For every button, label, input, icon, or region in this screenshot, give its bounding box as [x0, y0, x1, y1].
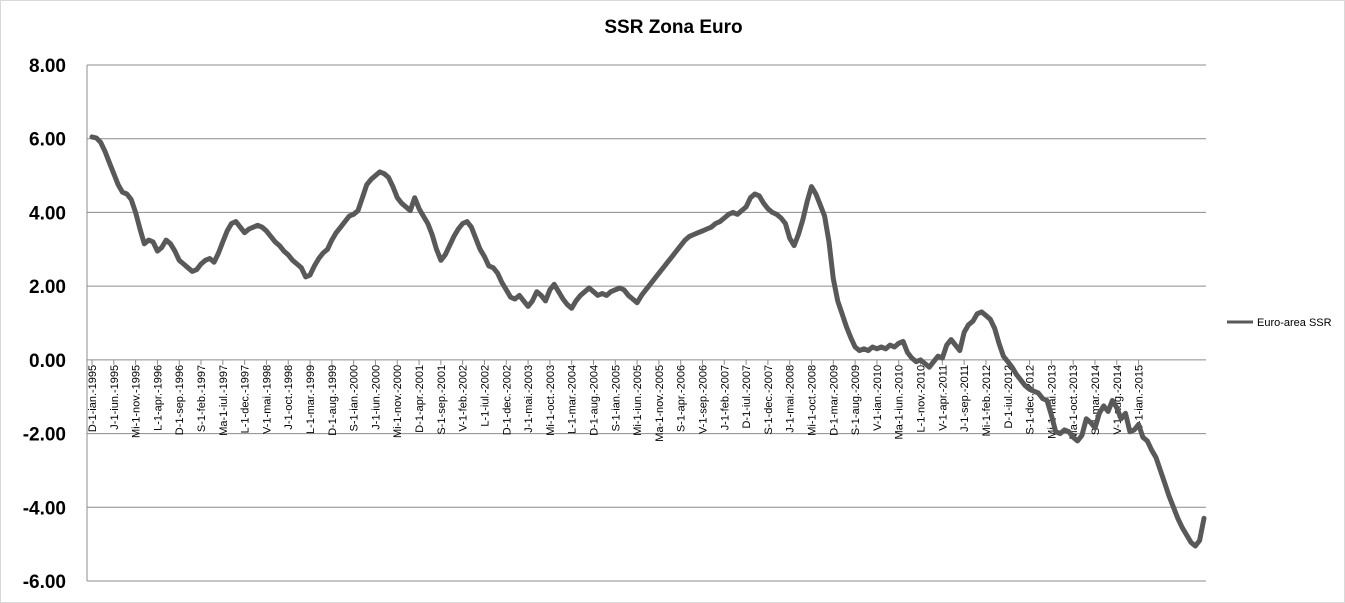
- chart-title: SSR Zona Euro: [604, 17, 743, 38]
- x-tick-label: S-1-ian.-2005: [610, 365, 622, 432]
- x-tick-label: Ma-1-nov.-2005: [654, 365, 666, 442]
- x-tick-label: J-1-oct.-1998: [283, 365, 295, 430]
- x-tick-label: Mi-1-mai.-2013: [1046, 365, 1058, 439]
- x-tick-label: S-1-aug.-2009: [850, 365, 862, 435]
- y-tick-label: -6.00: [23, 572, 66, 593]
- x-tick-label: Ma-1-iun.-2010: [894, 365, 906, 440]
- x-tick-label: D-1-dec.-2002: [501, 365, 513, 435]
- x-tick-label: D-1-ian.-1995: [87, 365, 99, 432]
- x-tick-label: S-1-dec.-2007: [763, 365, 775, 435]
- x-tick-label: Mi-1-oct.-2008: [807, 365, 819, 436]
- gridlines: [86, 64, 1206, 582]
- series-line-euro-area-ssr: [89, 134, 1207, 549]
- y-axis-ticks: 8.00 6.00 4.00 2.00 0.00 -2.00 -4.00 -6.00: [23, 56, 66, 593]
- x-tick-label: J-1-mai.-2003: [523, 365, 535, 433]
- x-tick-label: S-1-ian.-2000: [349, 365, 361, 432]
- x-tick-label: D-1-iul.-2007: [741, 365, 753, 429]
- x-tick-label: L-1-mar.-2004: [567, 365, 579, 434]
- x-tick-label: V-1-mai.-1998: [261, 365, 273, 434]
- x-tick-label: V-1-sep.-2006: [698, 365, 710, 434]
- y-tick-label: 4.00: [29, 203, 66, 224]
- x-tick-label: V-1-feb.-2002: [458, 365, 470, 432]
- x-tick-label: D-1-aug.-2004: [588, 365, 600, 436]
- x-tick-label: Mi-1-nov.-2000: [392, 365, 404, 438]
- x-tick-label: J-1-ian.-2015: [1134, 365, 1146, 430]
- x-tick-label: S-1-apr.-2006: [676, 365, 688, 432]
- x-tick-label: Ma-1-oct.-2013: [1068, 365, 1080, 440]
- x-tick-label: V-1-apr.-2011: [937, 365, 949, 431]
- x-tick-label: J-1-iun.-2000: [370, 365, 382, 430]
- y-tick-label: -4.00: [23, 498, 66, 519]
- x-tick-label: V-1-ian.-2010: [872, 365, 884, 431]
- y-tick-label: 0.00: [29, 351, 66, 372]
- x-tick-label: S-1-dec.-2012: [1025, 365, 1037, 435]
- x-tick-label: L-1-mar.-1999: [305, 365, 317, 434]
- y-tick-label: -2.00: [23, 425, 66, 446]
- x-tick-label: J-1-feb.-2007: [719, 365, 731, 430]
- y-tick-label: 2.00: [29, 277, 66, 298]
- x-tick-label: J-1-sep.-2011: [959, 365, 971, 432]
- x-tick-label: D-1-mar.-2009: [828, 365, 840, 436]
- x-tick-label: Mi-1-feb.-2012: [981, 365, 993, 437]
- x-tick-label: D-1-aug.-1999: [327, 365, 339, 436]
- legend: Euro-area SSR: [1227, 317, 1332, 329]
- x-tick-label: D-1-apr.-2001: [414, 365, 426, 433]
- series-layer: [89, 134, 1207, 549]
- x-tick-label: L-1-apr.-1996: [152, 365, 164, 431]
- y-tick-label: 6.00: [29, 130, 66, 151]
- x-tick-label: L-1-iul.-2002: [479, 365, 491, 427]
- x-tick-label: S-1-sep.-2001: [436, 365, 448, 435]
- x-tick-label: Mi-1-nov.-1995: [131, 365, 143, 438]
- x-tick-label: L-1-dec.-1997: [240, 365, 252, 434]
- x-tick-label: S-1-feb.-1997: [196, 365, 208, 432]
- x-tick-label: J-1-iun.-1995: [109, 365, 121, 430]
- x-axis-ticks: D-1-ian.-1995 J-1-iun.-1995 Mi-1-nov.-1995…: [87, 359, 1146, 442]
- x-tick-label: Mi-1-oct.-2003: [545, 365, 557, 436]
- x-tick-label: Mi-1-iun.-2005: [632, 365, 644, 436]
- x-tick-label: Ma-1-iul.-1997: [218, 365, 230, 436]
- x-tick-label: D-1-sep.-1996: [174, 365, 186, 435]
- x-tick-label: D-1-iul.-2012: [1003, 365, 1015, 429]
- legend-label: Euro-area SSR: [1257, 317, 1332, 329]
- x-tick-label: J-1-mai.-2008: [785, 365, 797, 433]
- y-tick-label: 8.00: [29, 56, 66, 77]
- x-tick-label: L-1-nov.-2010: [916, 365, 928, 433]
